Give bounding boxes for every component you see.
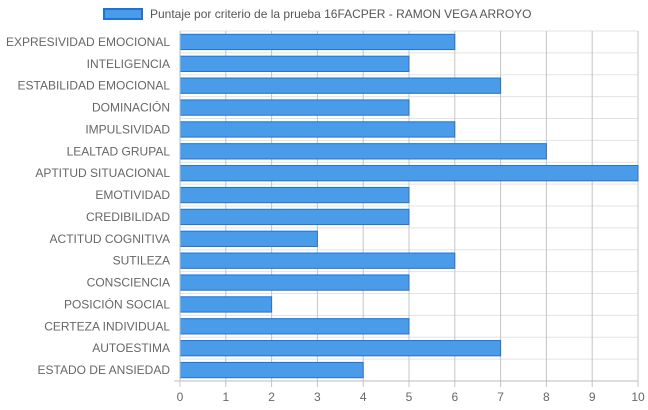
bar[interactable] — [179, 143, 547, 160]
category-label: APTITUD SITUACIONAL — [35, 166, 170, 180]
x-tick-label: 4 — [360, 390, 367, 404]
bar[interactable] — [179, 318, 410, 335]
category-label: ESTADO DE ANSIEDAD — [38, 363, 171, 377]
bar[interactable] — [179, 296, 273, 313]
category-label: CERTEZA INDIVIDUAL — [44, 319, 170, 333]
bars — [179, 33, 639, 379]
bar[interactable] — [179, 186, 410, 204]
x-tick-label: 9 — [589, 390, 596, 404]
bar[interactable] — [179, 252, 456, 269]
bar[interactable] — [179, 274, 410, 291]
bar[interactable] — [179, 99, 410, 116]
x-tick-label: 0 — [177, 390, 184, 404]
bar[interactable] — [179, 230, 318, 247]
x-tick-label: 7 — [497, 390, 504, 404]
category-label: POSICIÓN SOCIAL — [64, 296, 170, 311]
category-label: EXPRESIVIDAD EMOCIONAL — [6, 35, 170, 49]
x-tick-label: 2 — [268, 390, 275, 404]
x-tick-label: 1 — [222, 390, 229, 404]
x-tick-label: 8 — [543, 390, 550, 404]
category-label: CREDIBILIDAD — [86, 210, 170, 224]
category-label: ESTABILIDAD EMOCIONAL — [18, 79, 171, 93]
x-tick-label: 3 — [314, 390, 321, 404]
legend-swatch — [103, 8, 143, 20]
category-label: DOMINACIÓN — [92, 100, 170, 115]
bar[interactable] — [179, 33, 456, 51]
x-tick-label: 6 — [451, 390, 458, 404]
x-tick-labels: 0 1 2 3 4 5 6 7 8 9 10 — [177, 390, 645, 404]
category-labels: EXPRESIVIDAD EMOCIONAL INTELIGENCIA ESTABI… — [6, 35, 170, 377]
category-label: IMPULSIVIDAD — [85, 122, 170, 136]
bar[interactable] — [179, 340, 502, 357]
category-label: SUTILEZA — [113, 254, 170, 268]
bar[interactable] — [179, 165, 639, 182]
x-tick-label: 10 — [631, 390, 645, 404]
category-label: EMOTIVIDAD — [95, 188, 170, 202]
axes — [174, 31, 638, 382]
category-label: ACTITUD COGNITIVA — [50, 232, 170, 246]
bar[interactable] — [179, 208, 410, 226]
category-label: AUTOESTIMA — [92, 341, 170, 355]
bar[interactable] — [179, 361, 364, 379]
bar[interactable] — [179, 77, 502, 94]
legend-label: Puntaje por criterio de la prueba 16FACP… — [150, 7, 532, 21]
bar[interactable] — [179, 55, 410, 72]
category-label: LEALTAD GRUPAL — [67, 144, 171, 158]
category-label: CONSCIENCIA — [87, 276, 170, 290]
category-label: INTELIGENCIA — [87, 57, 170, 71]
x-tick-label: 5 — [406, 390, 413, 404]
bar[interactable] — [179, 121, 456, 138]
